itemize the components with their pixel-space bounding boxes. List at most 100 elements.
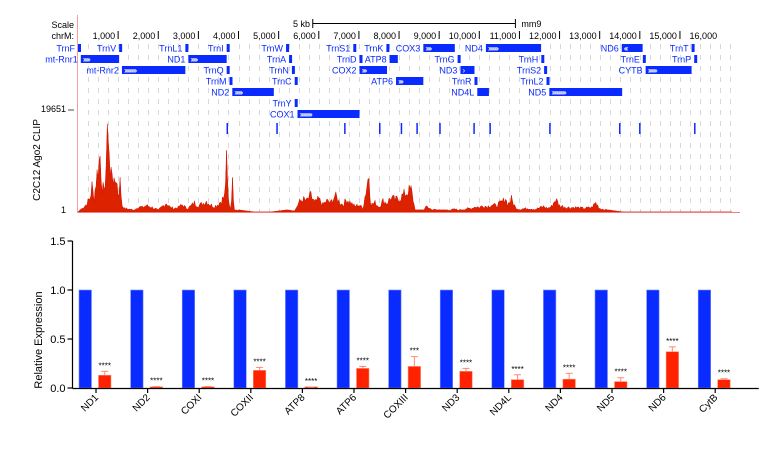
significance-label: **** <box>666 337 678 346</box>
gene-trnt: TrnT <box>670 44 695 54</box>
strand-arrows-icon: ››››››››››› <box>124 66 138 75</box>
gene-label: TrnF <box>56 44 75 54</box>
x-tick-label: ND3 <box>440 392 462 414</box>
gene-label: TrnR <box>452 77 472 87</box>
gene-block <box>544 66 548 74</box>
peak-site-mark <box>439 123 441 134</box>
gene-block <box>359 66 388 74</box>
gene-nd1: ›››››› ND1 <box>167 55 227 65</box>
bar-si-mt-rna-nd4l <box>510 379 525 389</box>
gene-trnl1: TrnL1 <box>159 44 189 54</box>
strand-arrows-icon: ››››››››› <box>488 44 500 53</box>
significance-label: **** <box>305 377 317 386</box>
gene-mt-rnr2: ››››››››››› mt-Rnr2 <box>86 66 186 76</box>
gene-block <box>645 66 692 74</box>
gene-trnp: TrnP <box>672 55 698 65</box>
gene-block <box>477 88 489 96</box>
gene-atp8: ATP8 <box>365 55 398 65</box>
gene-label: TrnG <box>434 55 454 65</box>
gene-trnq: TrnQ <box>204 66 230 76</box>
x-axis: ND1 ND2 COXI COXII ATP8 ATP6 COXIII ND3 ND4L ND4 N… <box>72 387 759 421</box>
gene-block <box>226 44 230 52</box>
bar-si-ctl-nd5 <box>594 289 608 389</box>
ruler-tick-label: 4,000 <box>213 31 236 41</box>
x-tick-label: COXI <box>179 392 204 417</box>
gene-trns2: TrnS2 <box>517 66 548 76</box>
gene-label: COX1 <box>270 110 295 120</box>
bar-si-ctl-coxi <box>181 289 195 389</box>
strand-arrows-icon: ›››› <box>398 77 404 86</box>
bar-si-ctl-cytb <box>697 289 712 389</box>
gene-trnl2: TrnL2 <box>520 77 550 87</box>
significance-label: **** <box>253 357 265 366</box>
scale-bar-label: 5 kb <box>293 19 310 29</box>
gene-label: ATP6 <box>371 77 393 87</box>
strand-arrows-icon: ›››››› <box>190 55 198 64</box>
x-tick-label: ND4 <box>544 392 566 414</box>
gene-block <box>294 99 298 107</box>
bar-si-ctl-nd1 <box>78 289 92 389</box>
gene-trny: TrnY <box>273 99 298 109</box>
gene-label: ND3 <box>439 66 457 76</box>
gene-block <box>353 44 357 52</box>
ruler-tick-label: 13,000 <box>569 31 597 41</box>
clip-y-max-label: 19651 <box>41 104 66 114</box>
gene-label: TrnL1 <box>159 44 182 54</box>
gene-trnd: TrnD <box>337 55 363 65</box>
significance-label: **** <box>150 377 162 386</box>
gene-label: TrnS2 <box>517 66 541 76</box>
bar-si-mt-rna-nd6 <box>665 351 679 389</box>
gene-block <box>80 55 120 63</box>
x-tick-label: ND6 <box>647 392 669 414</box>
gene-label: TrnY <box>273 99 292 109</box>
gene-label: ND5 <box>528 88 546 98</box>
peak-site-mark <box>694 123 696 134</box>
gene-label: TrnS1 <box>326 44 350 54</box>
clip-y-min-label: 1 <box>61 205 66 215</box>
bars: ******** *************************** **** *… <box>78 289 731 389</box>
gene-block <box>694 55 698 63</box>
chrom-label: chrM: <box>52 31 75 41</box>
gene-block <box>289 55 293 63</box>
gene-block <box>286 44 290 52</box>
gene-block <box>541 55 545 63</box>
x-tick-label: ND1 <box>79 392 101 414</box>
gene-label: TrnI <box>208 44 224 54</box>
bar-si-ctl-nd2 <box>130 289 144 389</box>
gene-nd5: ››››››››››››› ND5 <box>528 88 623 98</box>
ruler-tick-label: 5,000 <box>253 31 276 41</box>
gene-block <box>232 88 274 96</box>
x-tick-label: ATP6 <box>334 392 359 417</box>
peak-site-mark <box>619 123 621 134</box>
gene-trns1: TrnS1 <box>326 44 357 54</box>
ruler-tick-label: 1,000 <box>93 31 116 41</box>
strand-arrows-icon: ›››››› <box>83 55 91 64</box>
gene-trne: TrnE <box>621 55 646 65</box>
y-axis: 0.0 0.5 1.0 1.5 <box>50 236 74 395</box>
gene-cytb: ›››››››› CYTB <box>619 66 692 76</box>
ruler-tick-label: 15,000 <box>649 31 677 41</box>
strand-arrows-icon: ››››››››››››› <box>551 88 567 97</box>
gene-label: TrnC <box>272 77 292 87</box>
significance-label: **** <box>357 356 369 365</box>
gene-block <box>457 55 461 63</box>
gene-label: ND6 <box>601 44 619 54</box>
y-axis-label: Relative Expression <box>33 291 45 388</box>
gene-label: TrnP <box>672 55 691 65</box>
ruler-tick-label: 9,000 <box>414 31 437 41</box>
bar-si-ctl-atp6 <box>336 289 350 389</box>
gene-label: TrnD <box>337 55 357 65</box>
strand-arrows-icon: ›››› <box>362 66 368 75</box>
strand-arrows-icon: ››››››››››› <box>300 110 314 119</box>
gene-label: TrnW <box>261 44 283 54</box>
gene-block <box>297 110 360 118</box>
significance-label: **** <box>99 361 111 370</box>
bar-si-mt-rna-nd1 <box>98 374 112 389</box>
bar-si-ctl-atp8 <box>285 289 299 389</box>
bar-chart: 0.00.51.01.5 Relative Expression si-Ctl … <box>33 236 759 421</box>
gene-trng: TrnG <box>434 55 461 65</box>
ruler-tick-label: 16,000 <box>690 31 718 41</box>
gene-trnc: TrnC <box>272 77 298 87</box>
gene-nd4l: ND4L <box>451 88 489 98</box>
gene-label: ND1 <box>167 55 185 65</box>
